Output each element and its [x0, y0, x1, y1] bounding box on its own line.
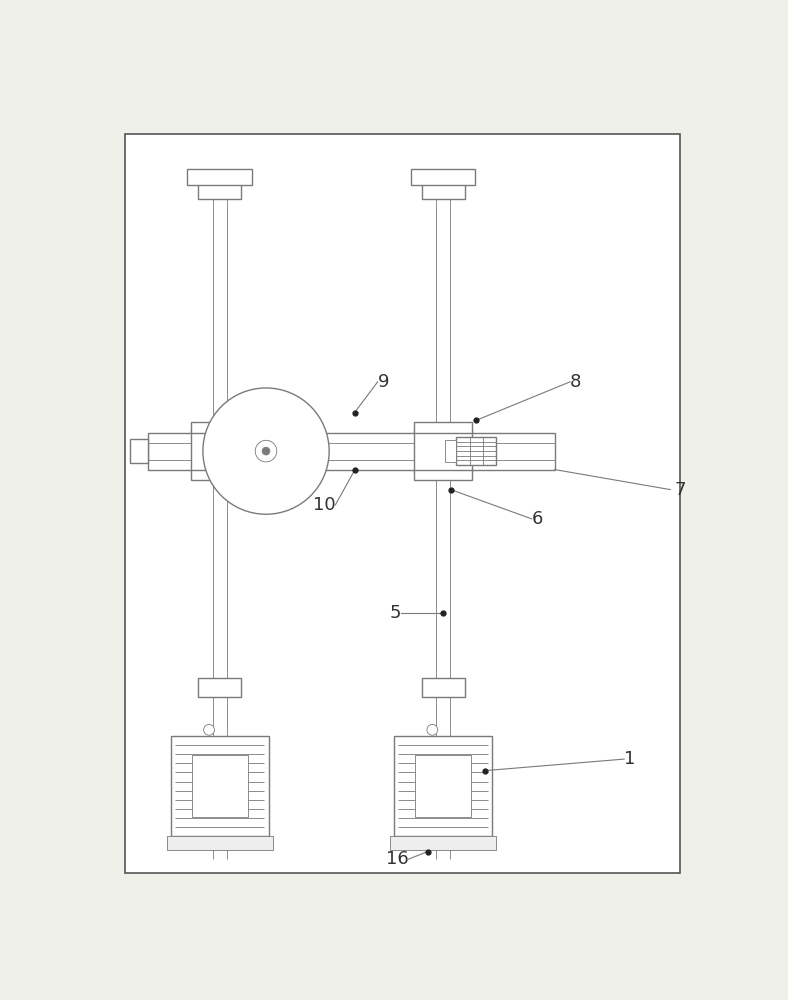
Bar — [167, 836, 273, 850]
Bar — [148, 433, 555, 470]
Bar — [191, 430, 249, 472]
Bar — [191, 422, 249, 433]
Bar — [414, 470, 472, 480]
Bar — [422, 183, 465, 199]
Text: 1: 1 — [624, 750, 635, 768]
Bar — [414, 422, 472, 433]
Text: 16: 16 — [385, 850, 408, 868]
Bar — [130, 439, 148, 463]
Bar — [445, 440, 456, 462]
Circle shape — [203, 388, 329, 514]
Bar — [415, 755, 471, 817]
Circle shape — [427, 724, 437, 735]
Text: 8: 8 — [571, 373, 582, 391]
Bar — [414, 430, 472, 472]
Bar — [192, 755, 247, 817]
Bar — [188, 169, 252, 185]
Bar — [199, 183, 241, 199]
Bar — [422, 678, 465, 697]
Bar — [411, 169, 475, 185]
Bar — [191, 470, 249, 480]
Text: 10: 10 — [313, 496, 336, 514]
Bar — [390, 836, 496, 850]
Bar — [170, 736, 269, 836]
Circle shape — [255, 440, 277, 462]
Circle shape — [203, 724, 214, 735]
Text: 9: 9 — [377, 373, 389, 391]
Bar — [247, 435, 285, 467]
Text: 6: 6 — [532, 510, 543, 528]
Bar — [199, 678, 241, 697]
Text: 5: 5 — [389, 604, 401, 622]
Text: 7: 7 — [674, 481, 686, 499]
Bar — [456, 437, 496, 465]
Bar — [394, 736, 492, 836]
Circle shape — [262, 447, 269, 455]
